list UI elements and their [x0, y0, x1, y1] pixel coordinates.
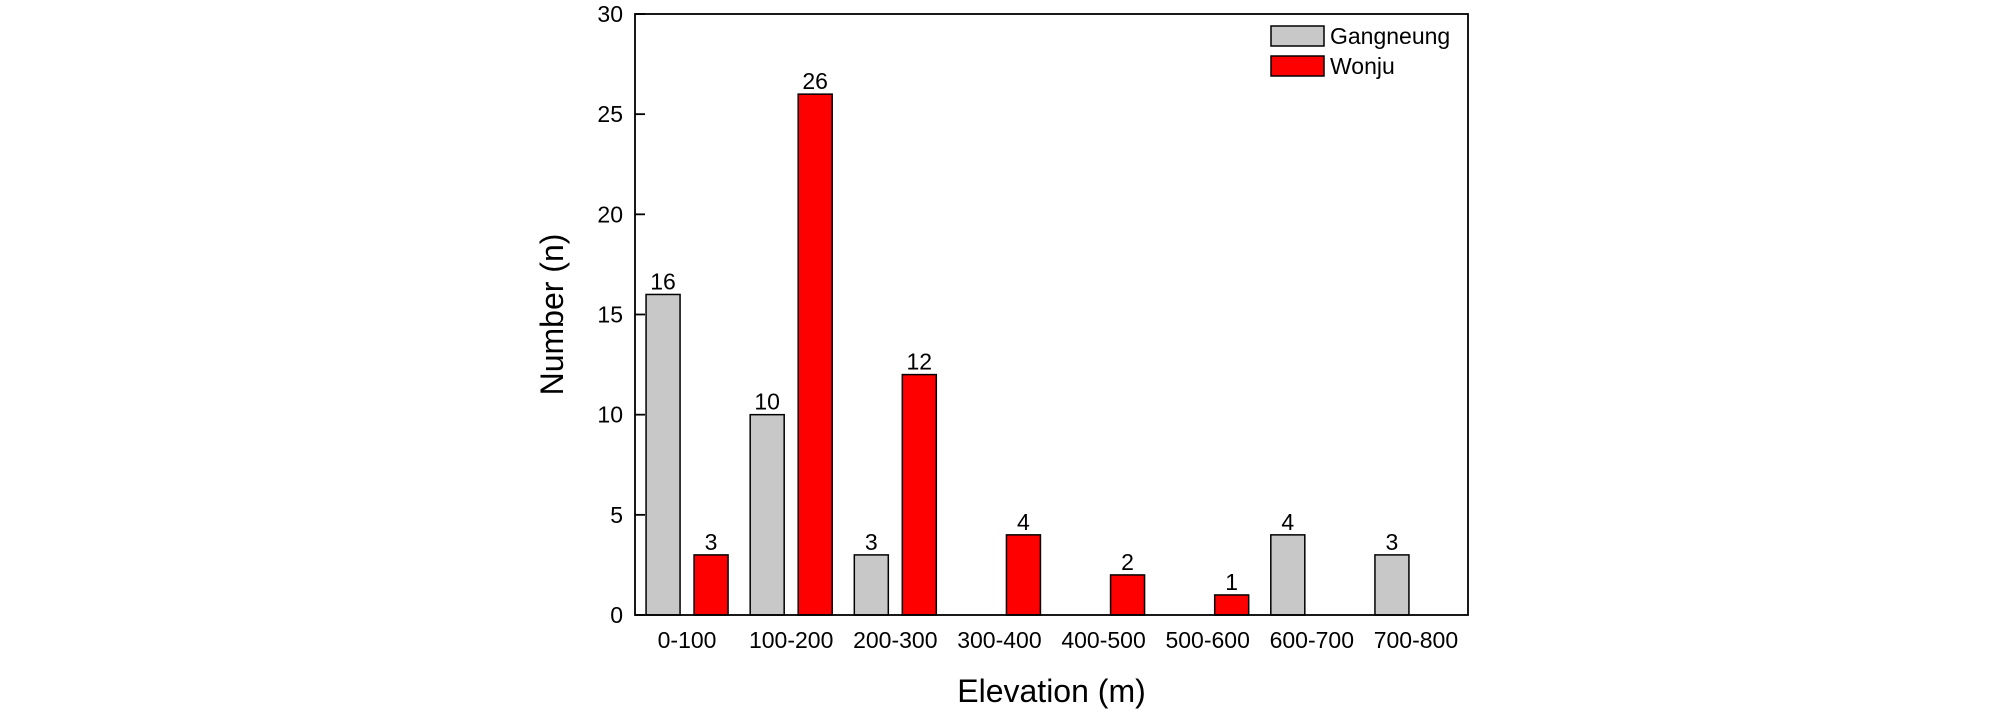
bar-wonju-300-400	[1005, 534, 1042, 616]
x-tick-label-400-500: 400-500	[1061, 627, 1145, 653]
x-tick-label-100-200: 100-200	[749, 627, 833, 653]
bar-wonju-500-600	[1213, 594, 1250, 616]
data-label-gangneung-100-200: 10	[754, 389, 780, 415]
bar-gangneung-700-800	[1374, 554, 1410, 616]
y-tick-label-5: 5	[610, 502, 623, 528]
data-label-gangneung-600-700: 4	[1281, 509, 1294, 535]
bars-layer	[645, 93, 1410, 616]
legend-label-wonju: Wonju	[1330, 53, 1395, 79]
bar-wonju-0-100	[693, 554, 729, 616]
data-label-wonju-0-100: 3	[705, 529, 718, 555]
y-axis-title: Number (n)	[534, 234, 570, 396]
bar-gangneung-600-700	[1270, 534, 1306, 616]
data-label-wonju-500-600: 1	[1225, 569, 1238, 595]
y-tick-label-20: 20	[597, 201, 623, 227]
x-tick-label-0-100: 0-100	[658, 627, 717, 653]
y-tick-label-25: 25	[597, 101, 623, 127]
x-tick-label-500-600: 500-600	[1165, 627, 1249, 653]
bar-wonju-400-500	[1109, 574, 1146, 616]
y-tick-label-10: 10	[597, 402, 623, 428]
bar-gangneung-0-100	[645, 293, 681, 616]
y-tick-label-15: 15	[597, 302, 623, 328]
data-label-wonju-100-200: 26	[802, 68, 828, 94]
bar-gangneung-200-300	[853, 554, 890, 616]
data-label-wonju-400-500: 2	[1121, 549, 1134, 575]
data-label-gangneung-200-300: 3	[865, 529, 878, 555]
x-tick-label-300-400: 300-400	[957, 627, 1041, 653]
x-axis-title: Elevation (m)	[957, 673, 1146, 709]
bar-gangneung-100-200	[749, 413, 785, 616]
legend-swatch-wonju	[1270, 55, 1325, 77]
legend-label-gangneung: Gangneung	[1330, 23, 1450, 49]
data-label-wonju-200-300: 12	[907, 349, 933, 375]
data-label-gangneung-0-100: 16	[650, 268, 676, 294]
x-tick-label-700-800: 700-800	[1374, 627, 1458, 653]
bar-wonju-200-300	[901, 373, 938, 616]
data-label-gangneung-700-800: 3	[1386, 529, 1399, 555]
data-label-wonju-300-400: 4	[1017, 509, 1030, 535]
y-tick-label-30: 30	[597, 1, 623, 27]
legend: Gangneung Wonju	[1270, 23, 1450, 79]
x-tick-label-200-300: 200-300	[853, 627, 937, 653]
bar-wonju-100-200	[797, 93, 833, 616]
data-labels-layer: 16 10 3 4 3 3 26 12 4 2 1	[650, 68, 1398, 595]
y-tick-label-0: 0	[610, 602, 623, 628]
legend-swatch-gangneung	[1270, 25, 1325, 47]
axis-layer: 0 5 10 15 20 25 30 0-100 100-200 200-300 300-400 40…	[597, 1, 1469, 653]
x-tick-label-600-700: 600-700	[1270, 627, 1354, 653]
